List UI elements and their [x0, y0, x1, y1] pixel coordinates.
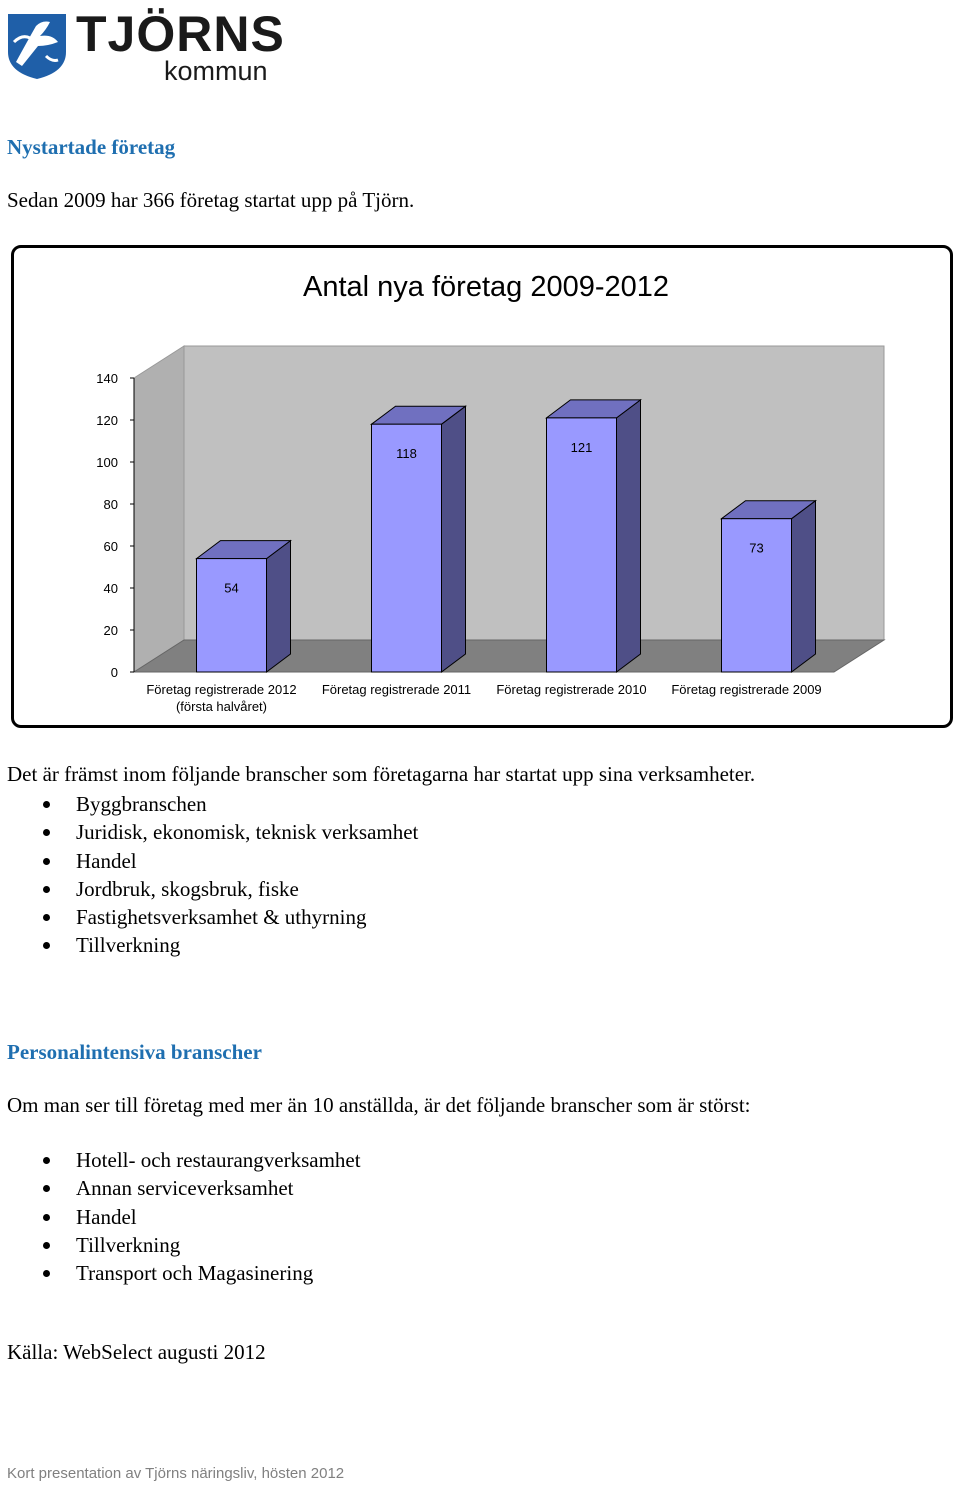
bar-side	[266, 539, 291, 673]
y-tick-label: 40	[104, 581, 118, 596]
section-heading-new-companies: Nystartade företag	[7, 135, 176, 159]
startup-industry-item: Jordbruk, skogsbruk, fiske	[0, 875, 418, 903]
logo-subtitle: kommun	[164, 56, 268, 86]
y-tick-label: 0	[111, 665, 118, 680]
startup-industry-item: Handel	[0, 847, 418, 875]
startup-industry-item: Juridisk, ekonomisk, teknisk verksamhet	[0, 818, 418, 846]
staff-intensive-lead: Om man ser till företag med mer än 10 an…	[7, 1093, 751, 1117]
bar-chart: Antal nya företag 2009-2012 0 20 40 60 80 100 1…	[96, 271, 886, 714]
bar	[371, 423, 442, 673]
bar-side	[616, 398, 641, 673]
startup-industries-list: Byggbranschen Juridisk, ekonomisk, teknis…	[0, 790, 418, 960]
bar-value-label: 118	[396, 446, 417, 461]
startup-industry-item: Fastighetsverksamhet & uthyrning	[0, 903, 418, 931]
bar-value-label: 121	[571, 440, 593, 455]
staff-intensive-list: Hotell- och restaurangverksamhet Annan se…	[0, 1146, 361, 1287]
y-tick-label: 100	[96, 455, 118, 470]
industries-lead: Det är främst inom följande branscher so…	[7, 762, 756, 786]
staff-intensive-industry-item: Transport och Magasinering	[0, 1259, 361, 1287]
chart-frame: Antal nya företag 2009-2012 0 20 40 60 80 100 1…	[11, 245, 953, 728]
chart-title: Antal nya företag 2009-2012	[303, 271, 669, 303]
y-tick-label: 140	[96, 371, 118, 386]
section-heading-staff-intensive: Personalintensiva branscher	[7, 1040, 262, 1064]
startup-industry-item: Byggbranschen	[0, 790, 418, 818]
startup-industry-item: Tillverkning	[0, 931, 418, 959]
y-tick-label: 120	[96, 413, 118, 428]
intro-text: Sedan 2009 har 366 företag startat upp p…	[7, 188, 415, 212]
y-tick-label: 20	[104, 623, 118, 638]
bar-side	[791, 499, 816, 673]
bar	[546, 417, 617, 673]
bar	[196, 558, 267, 673]
bar-side	[441, 405, 466, 673]
staff-intensive-industry-item: Hotell- och restaurangverksamhet	[0, 1146, 361, 1174]
x-category-label: Företag registrerade 2011	[322, 682, 471, 697]
chart-side-wall	[133, 345, 185, 673]
x-category-label: Företag registrerade 2010	[496, 682, 646, 697]
tjorns-kommun-logo: TJÖRNS kommun	[6, 6, 284, 86]
staff-intensive-industry-item: Annan serviceverksamhet	[0, 1174, 361, 1202]
x-category-label: Företag registrerade 2009	[671, 682, 821, 697]
bar	[721, 518, 792, 673]
source-text: Källa: WebSelect augusti 2012	[7, 1340, 266, 1364]
logo-wordmark: TJÖRNS	[76, 6, 285, 62]
staff-intensive-industry-item: Handel	[0, 1203, 361, 1231]
page-footer: Kort presentation av Tjörns näringsliv, …	[7, 1465, 345, 1482]
bar-value-label: 73	[749, 541, 763, 556]
coat-of-arms-icon	[8, 14, 66, 79]
x-category-label: Företag registrerade 2012	[146, 682, 296, 697]
x-category-label: (första halvåret)	[176, 699, 267, 714]
staff-intensive-industry-item: Tillverkning	[0, 1231, 361, 1259]
y-tick-label: 80	[104, 497, 118, 512]
y-tick-label: 60	[104, 539, 118, 554]
bar-value-label: 54	[224, 581, 238, 596]
